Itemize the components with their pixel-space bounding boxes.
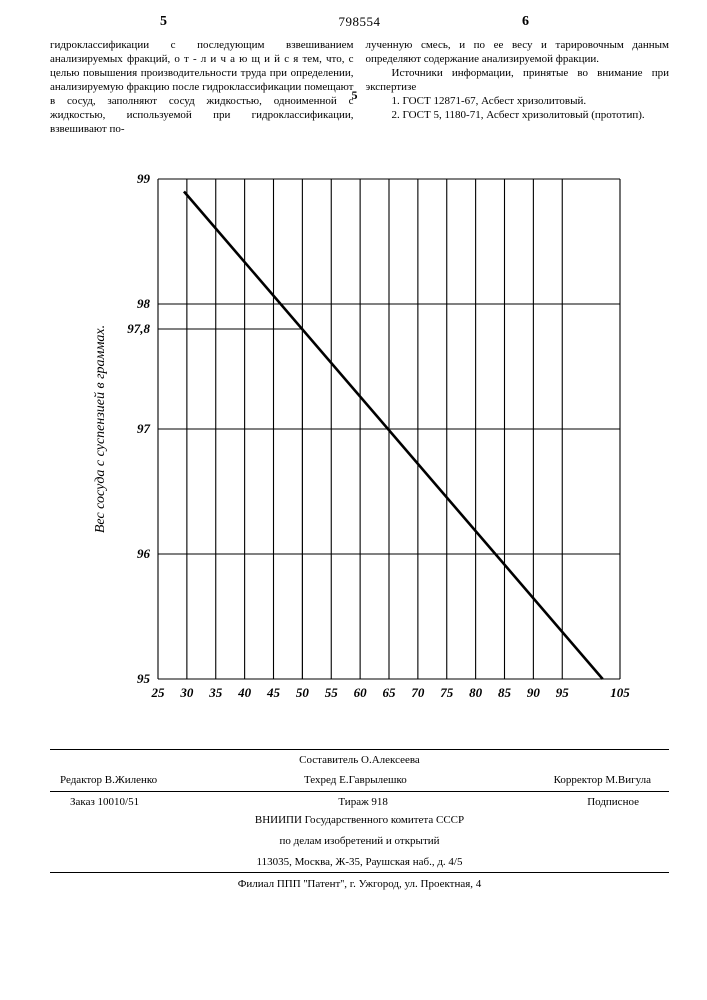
svg-text:95: 95 [137, 671, 151, 686]
patent-page: 5 798554 6 гидроклассификации с последую… [0, 0, 707, 914]
footer-compiler: Составитель О.Алексеева [50, 750, 669, 771]
svg-text:60: 60 [353, 685, 367, 700]
footer-org1: ВНИИПИ Государственного комитета СССР [50, 810, 669, 831]
svg-text:55: 55 [324, 685, 338, 700]
svg-text:65: 65 [382, 685, 396, 700]
svg-text:Вес сосуда с суспензией в грам: Вес сосуда с суспензией в граммах. [93, 324, 108, 532]
footer-branch: Филиал ППП ''Патент'', г. Ужгород, ул. П… [50, 873, 669, 895]
left-column-text: гидроклассификации с последующим взвешив… [50, 38, 354, 137]
footer-address: 113035, Москва, Ж-35, Раушская наб., д. … [50, 852, 669, 873]
page-number-right: 6 [522, 14, 529, 30]
footer-subscription: Подписное [587, 795, 639, 810]
patent-number: 798554 [339, 14, 381, 30]
chart-svg: 25 30 35 40 45 50 55 60 65 70 75 80 85 90 95 105 95 96 97 9… [80, 161, 640, 721]
svg-text:97,8: 97,8 [127, 321, 150, 336]
footer-corrector: Корректор М.Вигула [554, 773, 651, 788]
footer-tirazh: Тираж 918 [338, 795, 388, 810]
source-1: 1. ГОСТ 12871-67, Асбест хризолитовый. [366, 94, 670, 108]
footer: Составитель О.Алексеева Редактор В.Жилен… [50, 749, 669, 895]
svg-text:85: 85 [498, 685, 512, 700]
svg-text:95: 95 [555, 685, 569, 700]
svg-text:98: 98 [137, 296, 151, 311]
left-column: гидроклассификации с последующим взвешив… [50, 38, 354, 137]
svg-text:80: 80 [469, 685, 483, 700]
svg-text:96: 96 [137, 546, 151, 561]
svg-text:75: 75 [440, 685, 454, 700]
footer-tech-editor: Техред Е.Гаврылешко [304, 773, 407, 788]
svg-text:70: 70 [411, 685, 425, 700]
footer-org2: по делам изобретений и открытий [50, 831, 669, 852]
calibration-chart: 25 30 35 40 45 50 55 60 65 70 75 80 85 90 95 105 95 96 97 9… [50, 161, 669, 721]
svg-text:99: 99 [137, 171, 151, 186]
sources-heading: Источники информации, принятые во вниман… [366, 66, 670, 94]
right-column: 5 лученную смесь, и по ее весу и тариров… [366, 38, 670, 137]
source-2: 2. ГОСТ 5, 1180-71, Асбест хризолитовый … [366, 108, 670, 122]
svg-text:35: 35 [208, 685, 223, 700]
svg-text:25: 25 [150, 685, 165, 700]
margin-number-5: 5 [352, 88, 358, 103]
svg-text:105: 105 [610, 685, 630, 700]
svg-text:50: 50 [295, 685, 309, 700]
svg-text:90: 90 [526, 685, 540, 700]
right-column-text-1: лученную смесь, и по ее весу и тарировоч… [366, 38, 670, 66]
svg-text:45: 45 [266, 685, 281, 700]
footer-editor: Редактор В.Жиленко [60, 773, 157, 788]
text-columns: гидроклассификации с последующим взвешив… [50, 38, 669, 137]
svg-text:30: 30 [179, 685, 194, 700]
svg-text:40: 40 [237, 685, 252, 700]
page-number-left: 5 [160, 14, 167, 30]
footer-order-line: Заказ 10010/51 Тираж 918 Подписное [50, 792, 669, 810]
footer-credits: Редактор В.Жиленко Техред Е.Гаврылешко К… [50, 770, 669, 792]
footer-order: Заказ 10010/51 [70, 795, 139, 810]
page-header: 5 798554 6 [50, 14, 669, 30]
svg-text:97: 97 [137, 421, 151, 436]
